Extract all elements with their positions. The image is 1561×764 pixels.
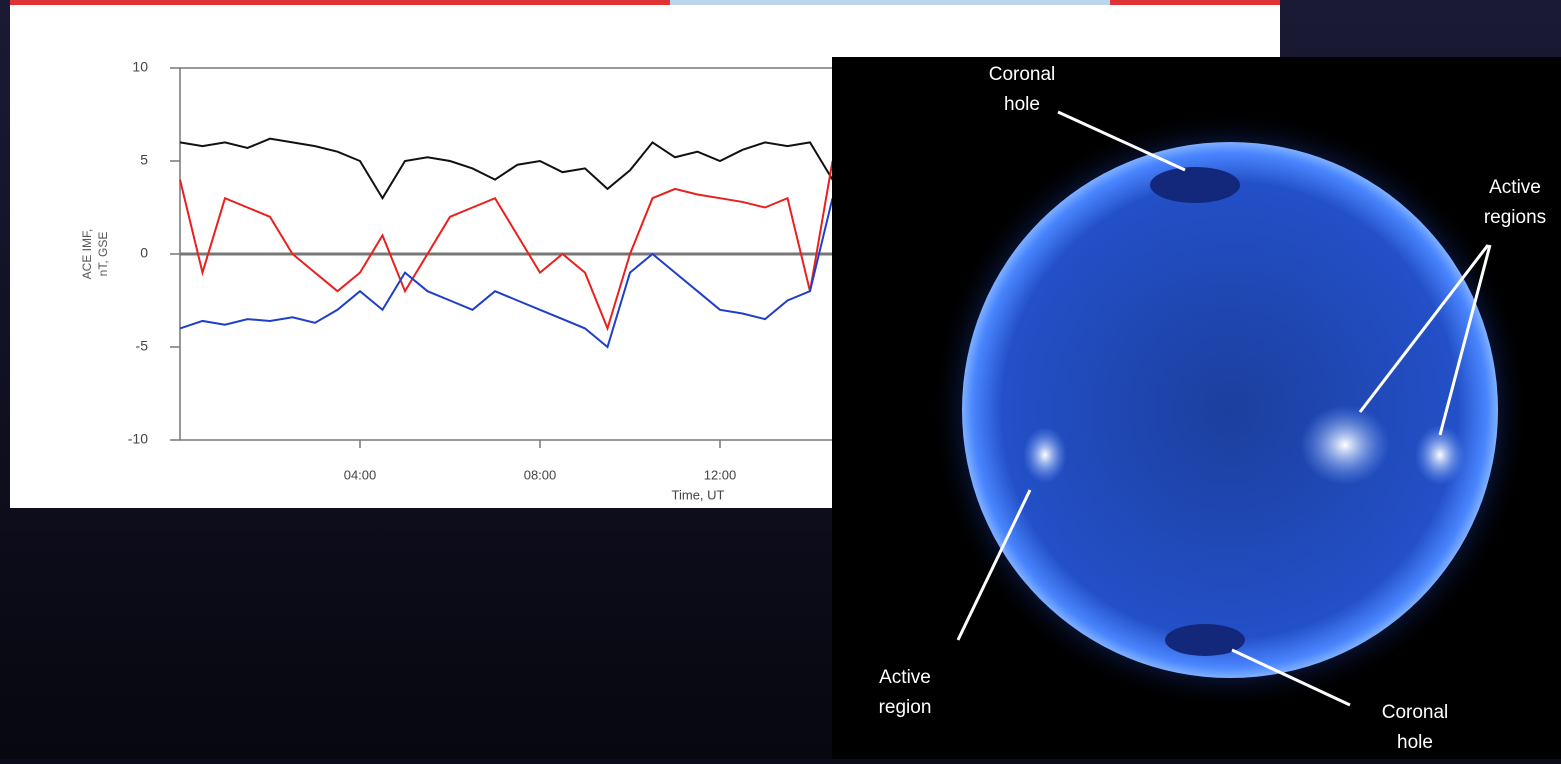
y-tick-label: 10 bbox=[132, 59, 148, 75]
top-strip bbox=[1110, 0, 1280, 5]
y-tick-label: -10 bbox=[128, 431, 148, 447]
active-region bbox=[1023, 427, 1067, 483]
coronal-hole bbox=[1150, 167, 1240, 203]
y-tick-label: 0 bbox=[140, 245, 148, 261]
annotation: Coronal bbox=[1382, 702, 1449, 723]
page: -10 -5 0 5 10 04:00 08:00 12:00 Time, UT ACE IMF,… bbox=[0, 0, 1561, 759]
annotation: regions bbox=[1484, 207, 1546, 228]
active-region bbox=[1300, 405, 1390, 485]
sun-image: Coronal hole Active regions Active region Coro… bbox=[832, 57, 1561, 759]
annotation: Coronal bbox=[989, 64, 1056, 85]
annotation: hole bbox=[1004, 94, 1040, 115]
annotation: Active bbox=[879, 667, 931, 688]
x-tick-label: 12:00 bbox=[704, 467, 737, 482]
y-axis-label: nT, GSE bbox=[96, 232, 110, 277]
annotation: Active bbox=[1489, 177, 1541, 198]
annotation: region bbox=[879, 697, 932, 718]
annotation: hole bbox=[1397, 732, 1433, 753]
top-strip bbox=[10, 0, 670, 5]
sun bbox=[962, 142, 1498, 678]
x-tick-label: 04:00 bbox=[344, 467, 377, 482]
x-tick-label: 08:00 bbox=[524, 467, 557, 482]
slide: -10 -5 0 5 10 04:00 08:00 12:00 Time, UT ACE IMF,… bbox=[0, 0, 1561, 759]
y-axis-label: ACE IMF, bbox=[80, 229, 94, 280]
y-tick-label: 5 bbox=[140, 152, 148, 168]
top-strip bbox=[670, 0, 1110, 5]
x-axis-label: Time, UT bbox=[672, 487, 725, 502]
y-tick-label: -5 bbox=[136, 338, 149, 354]
